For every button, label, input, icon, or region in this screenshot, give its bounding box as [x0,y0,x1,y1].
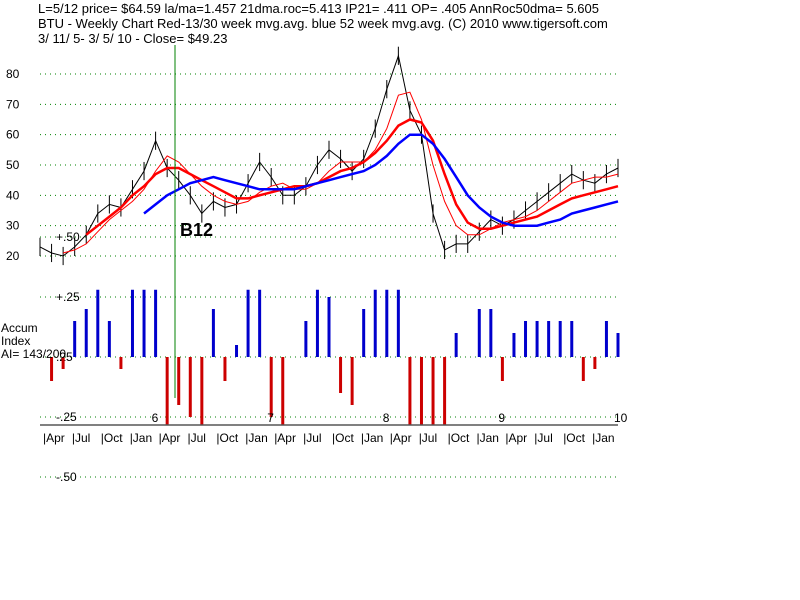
x-axis: 6 7 8 9 10 |Apr |Jul |Oct |Jan |Apr |Jul |Oct |Jan |A… [40,411,628,445]
month-label: |Jan [245,431,267,445]
month-label: |Jan [130,431,152,445]
month-label: |Jul [72,431,90,445]
y-tick-label: 60 [6,128,20,142]
y-tick-label: 20 [6,249,20,263]
year-label: 6 [152,411,159,425]
month-label: |Apr [43,431,65,445]
series-line-1 [62,91,619,254]
accum-tick-label: +.50 [56,230,80,244]
year-label: 10 [614,411,628,425]
month-label: |Apr [390,431,412,445]
header-line-1: L=5/12 price= $64.59 la/ma=1.457 21dma.r… [38,1,599,16]
month-label: |Oct [216,431,238,445]
month-label: |Jul [303,431,321,445]
month-label: |Apr [159,431,181,445]
month-label: |Jul [188,431,206,445]
accum-ai-value: AI= 143/200 [1,347,67,361]
signal-label: B12 [180,220,213,240]
y-tick-label: 40 [6,188,20,202]
header-line-3: 3/ 11/ 5- 3/ 5/ 10 - Close= $49.23 [38,31,228,46]
series-line-3 [143,133,619,227]
accum-title-1: Accum [1,321,38,335]
month-label: |Jan [592,431,614,445]
accum-title-2: Index [1,334,31,348]
month-label: |Jan [361,431,383,445]
accum-tick-label: +.25 [56,290,80,304]
month-label: |Jul [534,431,552,445]
month-label: |Oct [563,431,585,445]
month-label: |Apr [505,431,527,445]
grid-layer [40,73,618,478]
accum-tick-label: -.50 [56,470,77,484]
y-tick-label: 70 [6,97,20,111]
year-label: 8 [383,411,390,425]
month-label: |Jul [419,431,437,445]
month-label: |Oct [332,431,354,445]
year-label: 7 [267,411,274,425]
y-tick-label: 80 [6,67,20,81]
month-label: |Oct [101,431,123,445]
header-line-2: BTU - Weekly Chart Red-13/30 week mvg.av… [38,16,608,31]
year-label: 9 [498,411,505,425]
series-layer [39,46,619,266]
accum-tick-label: -.25 [56,410,77,424]
month-label: |Jan [477,431,499,445]
y-tick-label: 50 [6,158,20,172]
month-label: |Oct [448,431,470,445]
month-label: |Apr [274,431,296,445]
accum-index-bars [50,289,620,425]
y-tick-label: 30 [6,219,20,233]
